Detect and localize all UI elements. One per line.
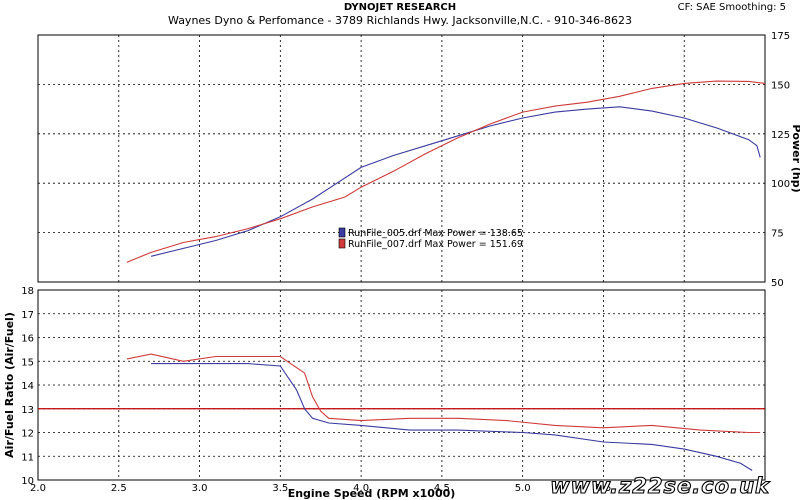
y-tick-label: 11 bbox=[21, 452, 34, 463]
x-tick-label: 5.5 bbox=[595, 483, 611, 494]
y-tick-label: 150 bbox=[771, 80, 790, 91]
y-tick-label: 15 bbox=[21, 357, 34, 368]
x-tick-label: 2.5 bbox=[111, 483, 127, 494]
legend-entry-1: RunFile_005.drf Max Power = 138.65 bbox=[348, 228, 523, 239]
legend-swatch-1 bbox=[338, 227, 346, 238]
series-line-2 bbox=[126, 353, 761, 434]
y-tick-label: 12 bbox=[21, 429, 34, 440]
x-tick-label: 3.0 bbox=[192, 483, 208, 494]
legend-swatch-2 bbox=[338, 238, 346, 249]
chart-subtitle: Waynes Dyno & Perfomance - 3789 Richland… bbox=[168, 14, 632, 27]
x-tick-label: 3.5 bbox=[272, 483, 288, 494]
chart-title: DYNOJET RESEARCH bbox=[343, 2, 457, 13]
y-tick-label: 125 bbox=[771, 130, 790, 141]
legend-entry-2: RunFile_007.drf Max Power = 151.69 bbox=[348, 239, 523, 250]
y-tick-label: 13 bbox=[21, 405, 34, 416]
plot-frame bbox=[37, 34, 766, 283]
x-axis-label: Engine Speed (RPM x1000) bbox=[288, 487, 456, 500]
x-tick-label: 2.0 bbox=[30, 483, 46, 494]
y-tick-label: 75 bbox=[771, 229, 784, 240]
y-tick-label: 17 bbox=[21, 310, 34, 321]
power-panel: 50 75 100 125 150 175 Power (hp) RunFile_005.dr… bbox=[37, 31, 800, 289]
y-tick-label: 100 bbox=[771, 179, 790, 190]
y-axis-label: Air/Fuel Ratio (Air/Fuel) bbox=[3, 312, 16, 458]
x-tick-label: 4.0 bbox=[353, 483, 369, 494]
y-axis-label: Power (hp) bbox=[790, 124, 800, 192]
y-tick-label: 18 bbox=[21, 286, 34, 297]
x-tick-label: 4.5 bbox=[434, 483, 450, 494]
watermark-text: www.z22se.co.uk bbox=[550, 474, 771, 498]
y-tick-label: 50 bbox=[771, 278, 784, 289]
afr-panel: 10 11 12 13 14 15 16 17 18 Air/Fuel Ratio (Air/Fu… bbox=[3, 286, 766, 500]
series-line-1 bbox=[151, 363, 753, 471]
y-tick-label: 16 bbox=[21, 334, 34, 345]
y-tick-label: 175 bbox=[771, 31, 790, 42]
plot-frame bbox=[37, 289, 766, 481]
settings-label: CF: SAE Smoothing: 5 bbox=[677, 2, 786, 13]
x-tick-label: 5.0 bbox=[515, 483, 531, 494]
y-tick-label: 10 bbox=[21, 476, 34, 487]
y-tick-label: 14 bbox=[21, 381, 34, 392]
series-line-2 bbox=[126, 80, 766, 263]
